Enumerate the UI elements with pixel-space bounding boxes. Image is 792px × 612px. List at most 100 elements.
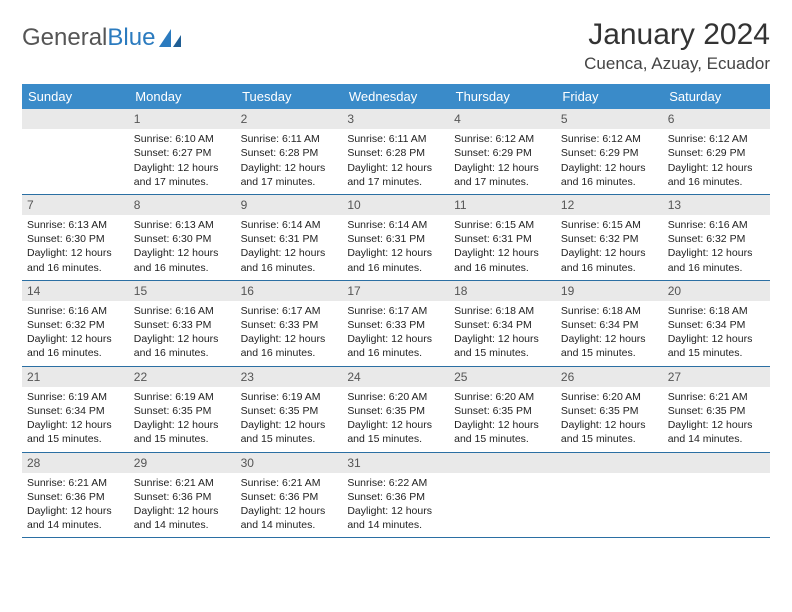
day-line: Sunset: 6:36 PM — [134, 490, 231, 504]
calendar-cell — [449, 452, 556, 538]
calendar-cell: 31Sunrise: 6:22 AMSunset: 6:36 PMDayligh… — [342, 452, 449, 538]
day-line: Sunrise: 6:12 AM — [561, 132, 658, 146]
day-body: Sunrise: 6:19 AMSunset: 6:35 PMDaylight:… — [129, 387, 236, 452]
day-number — [449, 453, 556, 473]
day-header: Monday — [129, 84, 236, 109]
day-body: Sunrise: 6:12 AMSunset: 6:29 PMDaylight:… — [556, 129, 663, 194]
day-line: Daylight: 12 hours and 15 minutes. — [241, 418, 338, 446]
day-line: Daylight: 12 hours and 16 minutes. — [668, 161, 765, 189]
calendar-cell: 8Sunrise: 6:13 AMSunset: 6:30 PMDaylight… — [129, 194, 236, 280]
day-body: Sunrise: 6:13 AMSunset: 6:30 PMDaylight:… — [129, 215, 236, 280]
day-line: Sunrise: 6:18 AM — [454, 304, 551, 318]
day-line: Sunrise: 6:19 AM — [241, 390, 338, 404]
day-number — [663, 453, 770, 473]
day-line: Sunset: 6:27 PM — [134, 146, 231, 160]
calendar-cell — [556, 452, 663, 538]
logo: GeneralBlue — [22, 18, 185, 52]
day-number: 22 — [129, 367, 236, 387]
day-line: Daylight: 12 hours and 15 minutes. — [347, 418, 444, 446]
calendar-cell: 28Sunrise: 6:21 AMSunset: 6:36 PMDayligh… — [22, 452, 129, 538]
day-line: Sunset: 6:35 PM — [134, 404, 231, 418]
day-number: 14 — [22, 281, 129, 301]
day-line: Daylight: 12 hours and 15 minutes. — [668, 332, 765, 360]
day-body: Sunrise: 6:21 AMSunset: 6:35 PMDaylight:… — [663, 387, 770, 452]
day-line: Sunrise: 6:19 AM — [27, 390, 124, 404]
day-body: Sunrise: 6:15 AMSunset: 6:31 PMDaylight:… — [449, 215, 556, 280]
day-line: Daylight: 12 hours and 15 minutes. — [27, 418, 124, 446]
calendar-cell: 12Sunrise: 6:15 AMSunset: 6:32 PMDayligh… — [556, 194, 663, 280]
day-line: Sunset: 6:36 PM — [347, 490, 444, 504]
calendar-cell: 16Sunrise: 6:17 AMSunset: 6:33 PMDayligh… — [236, 280, 343, 366]
day-line: Daylight: 12 hours and 16 minutes. — [347, 332, 444, 360]
day-line: Sunrise: 6:21 AM — [134, 476, 231, 490]
day-line: Sunset: 6:35 PM — [668, 404, 765, 418]
day-line: Sunset: 6:35 PM — [347, 404, 444, 418]
day-header: Sunday — [22, 84, 129, 109]
day-number: 13 — [663, 195, 770, 215]
day-body: Sunrise: 6:18 AMSunset: 6:34 PMDaylight:… — [449, 301, 556, 366]
day-line: Sunset: 6:35 PM — [454, 404, 551, 418]
day-line: Sunset: 6:34 PM — [454, 318, 551, 332]
day-line: Daylight: 12 hours and 16 minutes. — [241, 332, 338, 360]
calendar-cell: 2Sunrise: 6:11 AMSunset: 6:28 PMDaylight… — [236, 109, 343, 194]
day-line: Sunset: 6:36 PM — [27, 490, 124, 504]
day-line: Daylight: 12 hours and 15 minutes. — [561, 332, 658, 360]
day-line: Daylight: 12 hours and 17 minutes. — [347, 161, 444, 189]
calendar-row: 14Sunrise: 6:16 AMSunset: 6:32 PMDayligh… — [22, 280, 770, 366]
day-line: Daylight: 12 hours and 17 minutes. — [454, 161, 551, 189]
day-line: Sunrise: 6:12 AM — [454, 132, 551, 146]
calendar-cell — [663, 452, 770, 538]
day-body: Sunrise: 6:21 AMSunset: 6:36 PMDaylight:… — [22, 473, 129, 538]
day-line: Sunset: 6:33 PM — [134, 318, 231, 332]
location: Cuenca, Azuay, Ecuador — [584, 54, 770, 74]
day-number: 5 — [556, 109, 663, 129]
day-body: Sunrise: 6:16 AMSunset: 6:32 PMDaylight:… — [663, 215, 770, 280]
day-body: Sunrise: 6:16 AMSunset: 6:32 PMDaylight:… — [22, 301, 129, 366]
day-line: Sunrise: 6:12 AM — [668, 132, 765, 146]
calendar-cell: 30Sunrise: 6:21 AMSunset: 6:36 PMDayligh… — [236, 452, 343, 538]
day-line: Daylight: 12 hours and 16 minutes. — [668, 246, 765, 274]
day-line: Daylight: 12 hours and 15 minutes. — [134, 418, 231, 446]
calendar-body: 1Sunrise: 6:10 AMSunset: 6:27 PMDaylight… — [22, 109, 770, 538]
calendar-cell: 17Sunrise: 6:17 AMSunset: 6:33 PMDayligh… — [342, 280, 449, 366]
day-line: Daylight: 12 hours and 15 minutes. — [561, 418, 658, 446]
day-line: Sunrise: 6:22 AM — [347, 476, 444, 490]
day-body: Sunrise: 6:21 AMSunset: 6:36 PMDaylight:… — [129, 473, 236, 538]
day-line: Sunset: 6:29 PM — [561, 146, 658, 160]
calendar-row: 7Sunrise: 6:13 AMSunset: 6:30 PMDaylight… — [22, 194, 770, 280]
logo-text-1: General — [22, 24, 107, 52]
day-line: Daylight: 12 hours and 15 minutes. — [454, 332, 551, 360]
day-body: Sunrise: 6:17 AMSunset: 6:33 PMDaylight:… — [342, 301, 449, 366]
title-block: January 2024 Cuenca, Azuay, Ecuador — [584, 18, 770, 74]
logo-sail-icon — [157, 27, 185, 49]
day-number: 28 — [22, 453, 129, 473]
day-body: Sunrise: 6:12 AMSunset: 6:29 PMDaylight:… — [663, 129, 770, 194]
day-body: Sunrise: 6:22 AMSunset: 6:36 PMDaylight:… — [342, 473, 449, 538]
page-header: GeneralBlue January 2024 Cuenca, Azuay, … — [22, 18, 770, 74]
day-body: Sunrise: 6:14 AMSunset: 6:31 PMDaylight:… — [236, 215, 343, 280]
day-number: 24 — [342, 367, 449, 387]
day-body — [556, 473, 663, 481]
calendar-cell: 18Sunrise: 6:18 AMSunset: 6:34 PMDayligh… — [449, 280, 556, 366]
day-line: Sunrise: 6:21 AM — [27, 476, 124, 490]
calendar-cell: 26Sunrise: 6:20 AMSunset: 6:35 PMDayligh… — [556, 366, 663, 452]
calendar-cell: 29Sunrise: 6:21 AMSunset: 6:36 PMDayligh… — [129, 452, 236, 538]
day-line: Sunrise: 6:10 AM — [134, 132, 231, 146]
day-line: Sunrise: 6:15 AM — [454, 218, 551, 232]
day-line: Sunrise: 6:16 AM — [134, 304, 231, 318]
day-number: 31 — [342, 453, 449, 473]
calendar-cell: 14Sunrise: 6:16 AMSunset: 6:32 PMDayligh… — [22, 280, 129, 366]
day-line: Daylight: 12 hours and 14 minutes. — [668, 418, 765, 446]
calendar-cell: 1Sunrise: 6:10 AMSunset: 6:27 PMDaylight… — [129, 109, 236, 194]
day-body — [449, 473, 556, 481]
day-line: Sunset: 6:30 PM — [134, 232, 231, 246]
day-number: 15 — [129, 281, 236, 301]
day-body: Sunrise: 6:18 AMSunset: 6:34 PMDaylight:… — [556, 301, 663, 366]
day-body: Sunrise: 6:18 AMSunset: 6:34 PMDaylight:… — [663, 301, 770, 366]
day-line: Sunrise: 6:20 AM — [454, 390, 551, 404]
day-number: 10 — [342, 195, 449, 215]
day-line: Sunset: 6:29 PM — [668, 146, 765, 160]
day-line: Sunset: 6:32 PM — [561, 232, 658, 246]
day-line: Sunset: 6:32 PM — [668, 232, 765, 246]
day-line: Daylight: 12 hours and 16 minutes. — [347, 246, 444, 274]
